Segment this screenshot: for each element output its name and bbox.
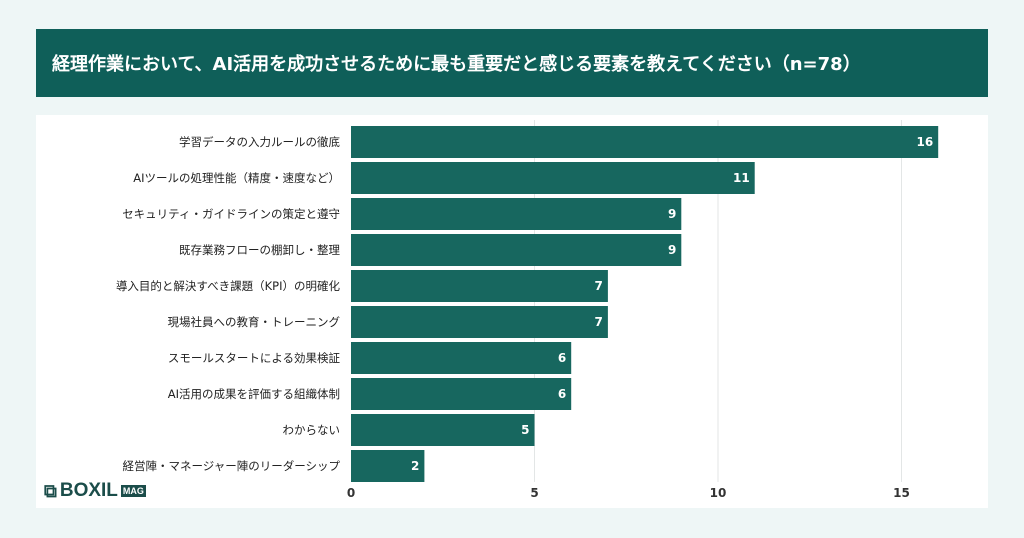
category-label: AI活用の成果を評価する組織体制 xyxy=(168,387,340,401)
bar xyxy=(351,306,608,338)
bar xyxy=(351,450,425,482)
category-label: 経営陣・マネージャー陣のリーダーシップ xyxy=(123,459,341,473)
x-tick-label: 5 xyxy=(530,486,538,500)
category-label: 導入目的と解決すべき課題（KPI）の明確化 xyxy=(116,279,341,293)
bar-value-label: 6 xyxy=(558,351,566,365)
bar xyxy=(351,162,755,194)
x-tick-label: 10 xyxy=(710,486,727,500)
logo-badge: MAG xyxy=(120,485,146,497)
category-label: 学習データの入力ルールの徹底 xyxy=(179,135,340,149)
bar xyxy=(351,342,572,374)
bar-value-label: 2 xyxy=(411,459,419,473)
bar xyxy=(351,414,535,446)
category-label: スモールスタートによる効果検証 xyxy=(168,351,341,365)
bar xyxy=(351,270,608,302)
bar-value-label: 9 xyxy=(668,243,676,257)
logo-text: BOXIL xyxy=(59,480,118,501)
bar xyxy=(351,234,682,266)
category-label: セキュリティ・ガイドラインの策定と遵守 xyxy=(122,207,340,221)
bar xyxy=(351,378,572,410)
bar-value-label: 7 xyxy=(595,279,603,293)
chart-title: 経理作業において、AI活用を成功させるために最も重要だと感じる要素を教えてくださ… xyxy=(36,29,988,97)
bar xyxy=(351,198,682,230)
logo-stack-icon: ⧉ xyxy=(44,480,57,501)
x-tick-label: 0 xyxy=(347,486,355,500)
bar-value-label: 9 xyxy=(668,207,676,221)
category-label: 既存業務フローの棚卸し・整理 xyxy=(179,243,340,257)
category-label: わからない xyxy=(283,423,341,437)
x-tick-label: 15 xyxy=(893,486,910,500)
boxil-mag-logo: ⧉ BOXIL MAG xyxy=(44,480,146,502)
category-label: 現場社員への教育・トレーニング xyxy=(168,315,341,329)
bar-value-label: 16 xyxy=(916,135,933,149)
bar-value-label: 11 xyxy=(733,171,750,185)
category-label: AIツールの処理性能（精度・速度など） xyxy=(133,171,340,185)
bar-value-label: 7 xyxy=(595,315,603,329)
bar-value-label: 6 xyxy=(558,387,566,401)
bar-value-label: 5 xyxy=(521,423,529,437)
bar xyxy=(351,126,939,158)
